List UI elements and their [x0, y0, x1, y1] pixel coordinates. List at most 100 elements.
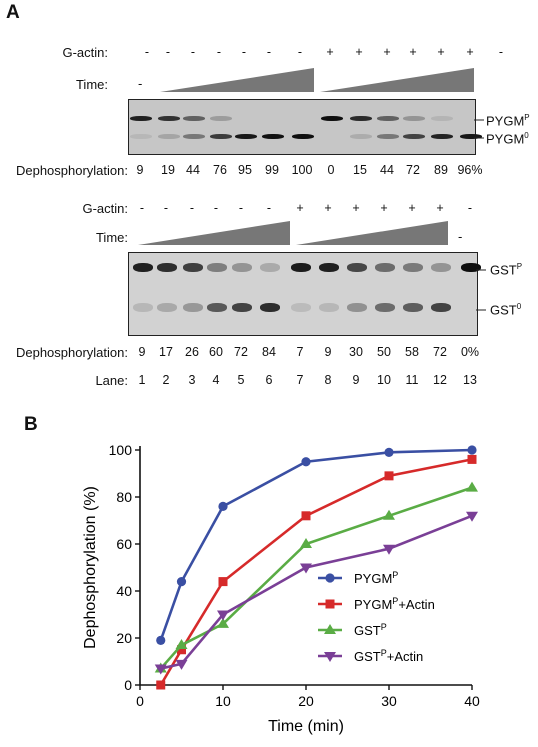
- point-gstp-4: [300, 538, 312, 548]
- bottom-gactin-6: -: [266, 201, 272, 215]
- top-dephospho-band-12: [431, 134, 453, 139]
- bottom-phospho-band-7: [291, 263, 311, 272]
- bottom-dephospho-band-10: [375, 303, 395, 312]
- bottom-gactin-8: +: [324, 201, 332, 215]
- top-gactin-13: +: [466, 45, 474, 59]
- top-dephos-3: 44: [186, 163, 200, 177]
- bottom-time-label: Time:: [95, 230, 128, 245]
- top-phospho-band-2: [158, 116, 180, 121]
- top-phospho-band-9: [350, 116, 372, 121]
- point-gstp-actin-2: [175, 659, 188, 670]
- series-line-gstp-actin: [160, 514, 473, 670]
- top-gactin-10: +: [383, 45, 391, 59]
- top-gactin-12: +: [437, 45, 445, 59]
- top-phospho-band-4: [210, 116, 232, 121]
- lane-5: 5: [237, 373, 245, 387]
- bottom-dephospho-band-1: [133, 303, 153, 312]
- top-time-wedge-1: [160, 68, 314, 92]
- bottom-time-wedge-1: [138, 221, 290, 245]
- point-gstp-5: [383, 509, 395, 520]
- top-dephospho-band-6: [262, 134, 284, 139]
- top-dephos-9: 15: [353, 163, 367, 177]
- point-pygmp-actin-6: [467, 454, 477, 464]
- bottom-dephos-3: 26: [185, 345, 199, 359]
- top-dephos-1: 9: [136, 163, 144, 177]
- top-gactin-2: -: [165, 45, 171, 59]
- bottom-dephos-7: 7: [296, 345, 304, 359]
- legend-label-pygmp: PYGMP: [354, 570, 398, 586]
- top-dephos-13: 96%: [457, 163, 483, 177]
- top-gactin-6: -: [266, 45, 272, 59]
- y-tick-label-80: 80: [116, 489, 132, 505]
- y-tick-label-40: 40: [116, 583, 132, 599]
- top-gactin-9: +: [355, 45, 363, 59]
- bottom-gactin-12: +: [436, 201, 444, 215]
- point-pygmp-2: [176, 577, 187, 587]
- dephosphorylation-chart: 0 20 40 60 80 100 0 10 20 30 40 Time (min) Dephospho…: [82, 442, 480, 735]
- top-dephospho-band-7: [292, 134, 314, 139]
- x-axis-title: Time (min): [268, 718, 344, 735]
- panel-a-letter: A: [6, 2, 20, 23]
- top-dephos-2: 19: [161, 163, 175, 177]
- series-line-gstp: [159, 486, 473, 670]
- top-dephospho-band-11: [403, 134, 425, 139]
- legend-marker-gstp-actin: [324, 652, 336, 662]
- bottom-phospho-band-11: [403, 263, 423, 272]
- point-pygmp-actin-2: [177, 645, 186, 655]
- bottom-dephos-5: 72: [234, 345, 248, 359]
- top-time-dash: -: [138, 76, 143, 91]
- bottom-phospho-band-10: [375, 263, 395, 272]
- y-tick-label-100: 100: [109, 442, 133, 458]
- bottom-gactin-5: -: [238, 201, 244, 215]
- x-tick-label-10: 10: [215, 693, 231, 709]
- bottom-gactin-1: -: [139, 201, 145, 215]
- bottom-gactin-9: +: [352, 201, 360, 215]
- bottom-phospho-band-2: [157, 263, 177, 272]
- top-gactin-4: -: [216, 45, 222, 59]
- top-gactin-11: +: [409, 45, 417, 59]
- legend-label-gstp-actin: GSTP+Actin: [354, 648, 423, 664]
- lane-6: 6: [265, 373, 273, 387]
- lane-13: 13: [463, 373, 477, 387]
- x-tick-label-20: 20: [298, 693, 314, 709]
- bottom-dephos-13: 0%: [460, 345, 480, 359]
- lane-3: 3: [188, 373, 196, 387]
- lane-7: 7: [296, 373, 304, 387]
- bottom-dephospho-band-3: [183, 303, 203, 312]
- bottom-phospho-band-9: [347, 263, 367, 272]
- legend-label-pygmp-actin: PYGMP+Actin: [354, 596, 435, 612]
- x-tick-label-0: 0: [136, 693, 144, 709]
- top-dephospho-band-2: [158, 134, 180, 139]
- top-dephos-10: 44: [380, 163, 394, 177]
- series-line-pygmp: [159, 448, 473, 641]
- top-dephos-11: 72: [406, 163, 420, 177]
- point-pygmp-5: [384, 447, 394, 457]
- bottom-dephospho-band-8: [319, 303, 339, 312]
- bottom-gactin-13: -: [467, 201, 473, 215]
- bottom-dephos-8: 9: [324, 345, 332, 359]
- top-phospho-band-3: [183, 116, 205, 121]
- point-pygmp-actin-4: [301, 511, 311, 521]
- bottom-phospho-band-12: [431, 263, 451, 272]
- bottom-dephos-10: 50: [377, 345, 391, 359]
- bottom-dephospho-band-12: [431, 303, 451, 312]
- x-tick-label-40: 40: [464, 693, 480, 709]
- bottom-dephos-6: 84: [262, 345, 276, 359]
- bottom-gel: [128, 252, 481, 336]
- bottom-dephospho-band-7: [291, 303, 311, 312]
- bottom-gactin-label: G-actin:: [82, 201, 128, 216]
- top-time-label: Time:: [75, 77, 108, 92]
- top-dephospho-band-9: [350, 134, 372, 139]
- bottom-dephospho-band-6: [260, 303, 280, 312]
- bottom-phospho-band-4: [207, 263, 227, 272]
- lane-1: 1: [138, 373, 146, 387]
- top-time-wedges: [160, 68, 474, 92]
- top-dephos-4: 76: [213, 163, 227, 177]
- bottom-dephos-1: 9: [138, 345, 146, 359]
- x-tick-label-30: 30: [381, 693, 397, 709]
- bottom-time-wedges: [138, 221, 448, 245]
- bottom-gactin-3: -: [189, 201, 195, 215]
- top-dephos-8: 0: [327, 163, 335, 177]
- top-band-label-lower: PYGM0: [486, 131, 529, 147]
- top-dephos-6: 99: [265, 163, 279, 177]
